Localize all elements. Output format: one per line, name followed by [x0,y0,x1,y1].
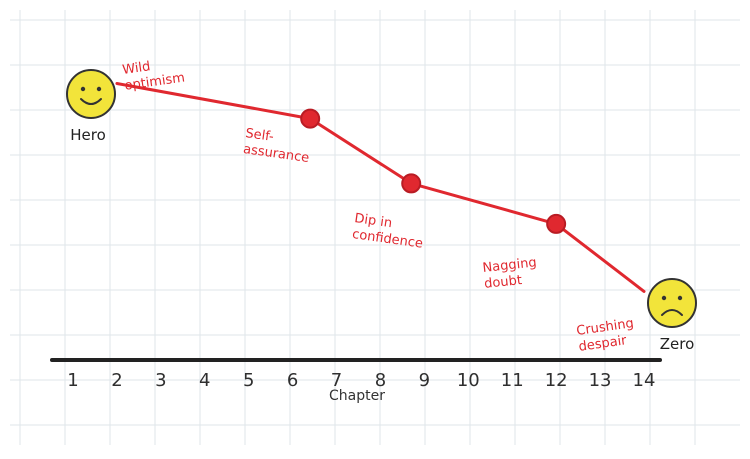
data-point [401,173,422,194]
happy-face-icon [66,69,116,119]
x-axis-title: Chapter [329,388,385,404]
point-annotation-line: assurance [242,142,310,166]
x-tick-label: 9 [419,370,430,391]
x-tick-label: 10 [457,370,480,391]
x-tick-label: 2 [111,370,122,391]
x-tick-label: 8 [375,370,386,391]
face-layer: Hero Zero [66,69,697,353]
x-tick-label: 7 [331,370,342,391]
x-tick-label: 6 [287,370,298,391]
x-tick-label: 14 [633,370,656,391]
zero-label: Zero [660,335,695,353]
data-point [300,108,321,129]
series-layer [115,82,646,293]
point-annotation: Self-assurance [242,126,310,166]
x-axis: Chapter 1 2 3 4 5 6 7 8 9 10 11 12 13 14 [50,358,662,404]
point-annotation-line: Wild [121,59,151,78]
hero-label: Hero [70,126,106,144]
x-tick-label: 1 [67,370,78,391]
data-point [546,213,567,234]
point-annotation-line: Self- [244,126,275,145]
point-annotation-line: Nagging [482,255,538,276]
x-tick-label: 5 [243,370,254,391]
point-annotation-line: doubt [484,273,523,292]
x-tick-label: 3 [155,370,166,391]
x-tick-label: 13 [589,370,612,391]
point-annotation-line: despair [578,333,628,355]
x-tick-label: 12 [545,370,568,391]
point-annotation-line: Dip in [353,211,393,231]
x-tick-label: 4 [199,370,210,391]
sad-face-icon [647,278,697,328]
x-tick-label: 11 [501,370,524,391]
